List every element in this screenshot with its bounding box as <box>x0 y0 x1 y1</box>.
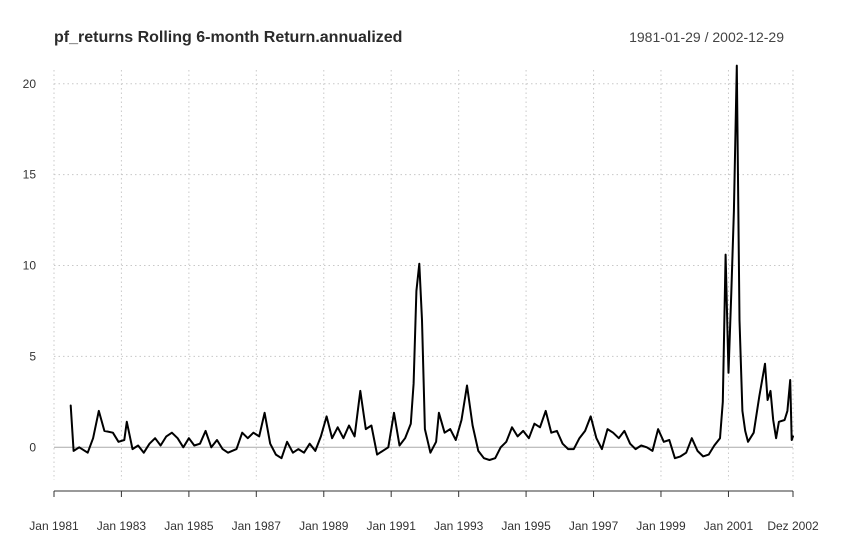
y-tick-label: 0 <box>29 440 36 454</box>
x-tick-label: Jan 1981 <box>29 519 79 533</box>
y-tick-label: 20 <box>23 77 37 91</box>
date-range-label: 1981-01-29 / 2002-12-29 <box>629 29 784 45</box>
series-line-0 <box>69 64 794 461</box>
x-tick-label: Jan 1983 <box>97 519 147 533</box>
x-tick-label: Jan 1995 <box>501 519 551 533</box>
x-tick-label: Jan 2001 <box>704 519 754 533</box>
x-tick-label: Dez 2002 <box>767 519 819 533</box>
chart-title: pf_returns Rolling 6-month Return.annual… <box>54 29 402 46</box>
series-layer <box>69 64 794 461</box>
y-tick-label: 5 <box>29 349 36 363</box>
x-tick-label: Jan 1991 <box>366 519 416 533</box>
x-tick-label: Jan 1999 <box>636 519 686 533</box>
x-tick-label: Jan 1985 <box>164 519 214 533</box>
y-tick-label: 15 <box>23 168 37 182</box>
axes: Jan 1981 Jan 1983 Jan 1985 Jan 1987 Jan 1989… <box>23 77 819 533</box>
x-tick-label: Jan 1987 <box>232 519 282 533</box>
x-tick-label: Jan 1989 <box>299 519 349 533</box>
y-tick-label: 10 <box>23 259 37 273</box>
x-tick-label: Jan 1997 <box>569 519 619 533</box>
grid <box>53 70 794 480</box>
x-tick-label: Jan 1993 <box>434 519 484 533</box>
